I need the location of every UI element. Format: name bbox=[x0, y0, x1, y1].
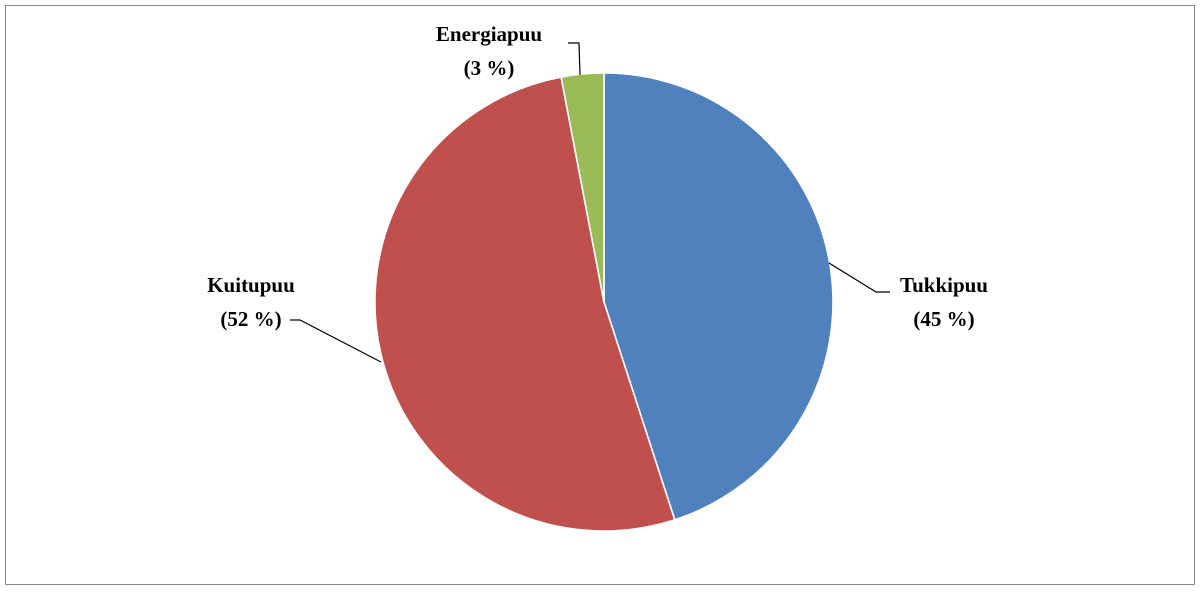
slice-label-kuitupuu: Kuitupuu bbox=[207, 273, 295, 297]
slice-label-energiapuu: Energiapuu bbox=[436, 22, 543, 46]
leader-line-energiapuu bbox=[568, 42, 581, 76]
leader-lines bbox=[290, 42, 890, 363]
data-labels: Tukkipuu (45 %) Kuitupuu (52 %) Energiapuu (3… bbox=[207, 22, 988, 331]
leader-line-tukkipuu bbox=[828, 262, 890, 293]
leader-line-kuitupuu bbox=[290, 319, 382, 363]
pie-slices bbox=[374, 72, 834, 532]
pie-slice-kuitupuu bbox=[374, 76, 676, 532]
pie-slice-tukkipuu bbox=[603, 72, 834, 521]
slice-value-kuitupuu: (52 %) bbox=[220, 307, 281, 331]
slice-value-tukkipuu: (45 %) bbox=[913, 307, 974, 331]
pie-slice-energiapuu bbox=[560, 72, 605, 303]
slice-value-energiapuu: (3 %) bbox=[464, 56, 515, 80]
slice-label-tukkipuu: Tukkipuu bbox=[900, 273, 988, 297]
